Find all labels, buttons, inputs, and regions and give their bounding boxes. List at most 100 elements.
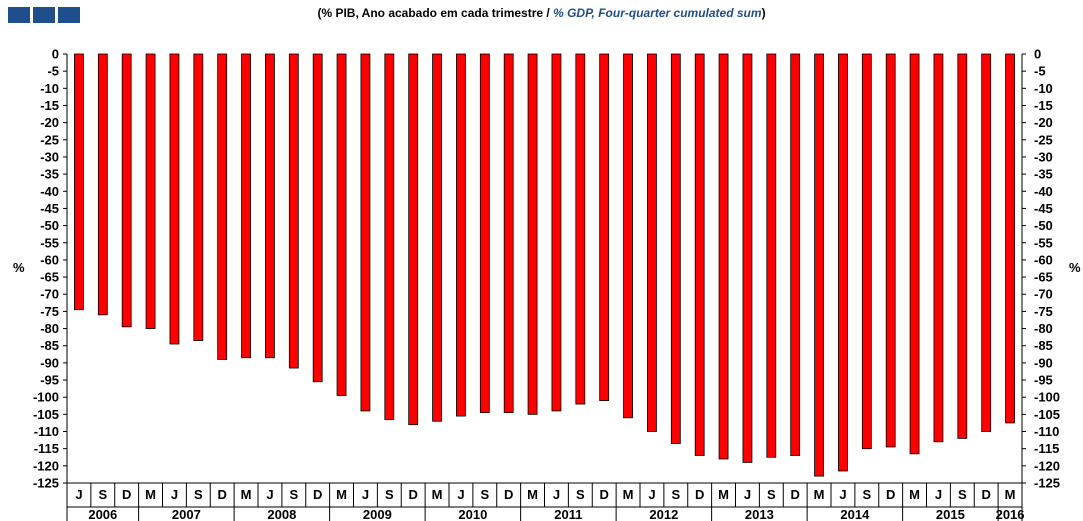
y-tick-label-left: -45	[40, 201, 59, 216]
bar	[742, 53, 753, 463]
category-label: S	[289, 487, 298, 502]
category-label: S	[862, 487, 871, 502]
y-tick-label-right: -20	[1034, 115, 1053, 130]
category-label: M	[623, 487, 634, 502]
category-label: S	[194, 487, 203, 502]
y-axis-label-right: %	[1069, 260, 1081, 275]
year-label: 2016	[996, 507, 1025, 521]
bar	[623, 53, 633, 419]
bar	[479, 53, 490, 414]
category-label: D	[313, 487, 322, 502]
y-tick-label-right: -15	[1034, 98, 1053, 113]
category-label: D	[217, 487, 226, 502]
y-tick-label-right: -50	[1034, 218, 1053, 233]
logo-block	[33, 7, 55, 23]
y-tick-label-left: -15	[40, 98, 59, 113]
y-tick-label-left: -85	[40, 338, 59, 353]
bar	[145, 53, 156, 329]
y-tick-label-right: -125	[1034, 476, 1060, 491]
y-tick-label-left: -50	[40, 218, 59, 233]
bar	[384, 53, 395, 420]
y-tick-label-right: -85	[1034, 338, 1053, 353]
y-tick-label-left: -80	[40, 321, 59, 336]
category-label: J	[648, 487, 655, 502]
y-tick-label-right: -75	[1034, 304, 1053, 319]
y-tick-label-left: -120	[33, 458, 59, 473]
y-tick-label-right: 0	[1034, 47, 1041, 62]
bar	[718, 53, 729, 460]
bar	[1005, 53, 1015, 424]
y-tick-label-right: -105	[1034, 407, 1060, 422]
title-close: )	[761, 6, 766, 20]
category-label: D	[695, 487, 704, 502]
bar	[670, 53, 681, 444]
y-axis-label-left: %	[13, 260, 25, 275]
year-label: 2013	[745, 507, 774, 521]
y-tick-label-right: -45	[1034, 201, 1053, 216]
bar	[336, 53, 347, 396]
year-label: 2011	[554, 507, 582, 521]
bar	[217, 53, 228, 360]
bar	[694, 53, 705, 456]
year-label: 2008	[267, 507, 296, 521]
category-label: M	[432, 487, 443, 502]
y-tick-label-left: -20	[40, 115, 59, 130]
year-label: 2014	[840, 507, 870, 521]
y-tick-label-left: -30	[40, 149, 59, 164]
bar	[957, 53, 968, 439]
title-english: % GDP, Four-quarter cumulated sum	[553, 6, 762, 20]
category-label: M	[718, 487, 729, 502]
category-label: S	[958, 487, 967, 502]
y-tick-label-right: -120	[1034, 458, 1060, 473]
category-label: D	[981, 487, 990, 502]
year-label: 2006	[88, 507, 117, 521]
y-tick-label-left: -100	[33, 390, 59, 405]
bar	[265, 53, 275, 359]
y-tick-label-right: -40	[1034, 184, 1053, 199]
category-label: S	[671, 487, 680, 502]
category-label: J	[171, 487, 178, 502]
bar	[814, 53, 824, 477]
category-label: S	[98, 487, 107, 502]
year-label: 2010	[458, 507, 487, 521]
logo	[8, 7, 80, 23]
category-label: M	[145, 487, 156, 502]
category-label: S	[576, 487, 585, 502]
y-tick-label-right: -100	[1034, 390, 1060, 405]
y-tick-label-left: -105	[33, 407, 59, 422]
category-label: M	[241, 487, 252, 502]
category-label: D	[886, 487, 895, 502]
category-label: M	[909, 487, 920, 502]
y-tick-label-left: 0	[52, 47, 59, 62]
y-tick-label-right: -30	[1034, 149, 1053, 164]
bar	[288, 53, 299, 369]
bar	[766, 53, 777, 458]
bar	[981, 53, 992, 432]
y-tick-label-right: -55	[1034, 235, 1053, 250]
y-tick-label-left: -90	[40, 355, 59, 370]
bar	[456, 53, 466, 417]
category-label: D	[408, 487, 417, 502]
bar	[503, 53, 514, 414]
bar	[909, 53, 920, 455]
title-portuguese: % PIB, Ano acabado em cada trimestre /	[321, 6, 554, 20]
bar	[193, 53, 204, 341]
chart-title: (% PIB, Ano acabado em cada trimestre / …	[0, 6, 1083, 20]
y-tick-label-left: -95	[40, 373, 59, 388]
y-tick-label-left: -70	[40, 287, 59, 302]
bar	[551, 53, 562, 412]
y-tick-label-left: -125	[33, 476, 59, 491]
bar	[599, 53, 610, 402]
bar	[408, 53, 419, 426]
bar	[527, 53, 538, 415]
category-label: M	[1005, 487, 1016, 502]
bar	[575, 53, 586, 405]
logo-block	[8, 7, 30, 23]
y-tick-label-left: -115	[34, 441, 59, 456]
category-label: D	[504, 487, 513, 502]
y-tick-label-left: -35	[40, 167, 59, 182]
bar	[241, 53, 251, 359]
bar	[312, 53, 323, 383]
y-tick-label-left: -25	[40, 132, 59, 147]
